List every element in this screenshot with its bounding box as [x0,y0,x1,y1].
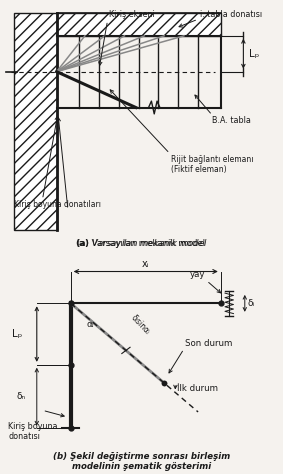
Text: Son durum: Son durum [185,339,233,348]
Text: Lₚ: Lₚ [249,49,259,59]
Text: $\bf{(a)}$ $\it{Varsayılan\ mekanik\ model}$: $\bf{(a)}$ $\it{Varsayılan\ mekanik\ mod… [75,237,208,250]
Text: yay: yay [190,271,205,280]
Bar [14,13,57,230]
Text: i. tabla donatısı: i. tabla donatısı [200,10,262,19]
Text: δᵢsinαᵢ: δᵢsinαᵢ [129,313,151,337]
Text: δᵢ: δᵢ [248,299,255,308]
Text: δₙ: δₙ [16,392,25,401]
Text: B.A. tabla: B.A. tabla [212,117,251,126]
Text: xᵢ: xᵢ [142,259,149,269]
Text: İlk durum: İlk durum [177,384,218,393]
Text: αᵢ: αᵢ [86,320,94,329]
Bar [57,13,221,36]
Text: Kiriş boyuna donatıları: Kiriş boyuna donatıları [14,201,101,209]
Text: (b) Şekil değiştirme sonrası birleşim
modelinin şematik gösterimi: (b) Şekil değiştirme sonrası birleşim mo… [53,452,230,471]
Text: Kiriş boyuna
donatısı: Kiriş boyuna donatısı [8,422,58,441]
Text: Lₚ: Lₚ [12,329,23,339]
Text: Rijit bağlantı elemanı
(Fiktif eleman): Rijit bağlantı elemanı (Fiktif eleman) [171,155,254,174]
Text: Kiriş ekseni: Kiriş ekseni [109,10,155,19]
Text: (a) Varsayılan mekanik model: (a) Varsayılan mekanik model [78,239,205,247]
